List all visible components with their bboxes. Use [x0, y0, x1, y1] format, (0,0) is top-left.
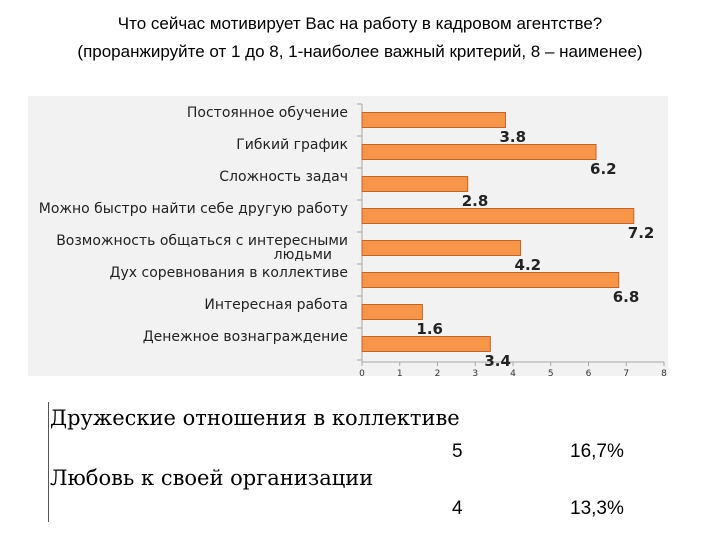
- extra-item-1-percent: 16,7%: [570, 441, 624, 462]
- bar: [361, 304, 423, 320]
- extra-item-1-count: 5: [452, 441, 463, 462]
- bar-chart: 0 1 2 3 4 5 6 7 8 Постоянное обучение 3.8 Гибкий гр…: [39, 103, 667, 379]
- category-label: Дух соревнования в коллективе: [110, 265, 348, 281]
- x-tick-label: 3: [472, 369, 478, 376]
- category-label: Денежное вознаграждение: [143, 329, 348, 345]
- x-tick-label: 7: [623, 369, 629, 376]
- bar: [361, 336, 491, 352]
- chart-title-line-2: (проранжируйте от 1 до 8, 1-наиболее важ…: [77, 42, 643, 61]
- extra-item-2-count: 4: [452, 498, 463, 519]
- data-label: 3.8: [499, 128, 526, 146]
- extra-item-2-label: Любовь к своей организации: [50, 466, 374, 490]
- data-label: 2.8: [462, 192, 489, 210]
- category-label: Сложность задач: [219, 169, 348, 185]
- data-label: 4.2: [515, 256, 542, 274]
- category-label: Интересная работа: [204, 297, 348, 313]
- category-label: Гибкий график: [236, 137, 348, 153]
- category-label: Можно быстро найти себе другую работу: [39, 201, 348, 217]
- x-tick-label: 8: [661, 369, 667, 376]
- bar: [361, 208, 635, 224]
- x-tick-label: 4: [510, 369, 516, 376]
- category-label: Возможность общаться с интересными людьми: [56, 233, 348, 263]
- data-label: 7.2: [628, 224, 655, 242]
- data-label: 6.8: [613, 288, 640, 306]
- bar: [361, 272, 620, 288]
- data-label: 3.4: [484, 352, 511, 370]
- category-label: Постоянное обучение: [187, 105, 348, 121]
- bar: [361, 240, 522, 256]
- bar: [361, 112, 506, 128]
- x-tick-label: 0: [359, 369, 365, 376]
- data-label: 6.2: [590, 160, 617, 178]
- bar: [361, 144, 597, 160]
- x-tick-label: 5: [548, 369, 554, 376]
- chart-panel: 0 1 2 3 4 5 6 7 8 Постоянное обучение 3.8 Гибкий гр…: [28, 96, 668, 379]
- data-label: 1.6: [416, 320, 443, 338]
- chart-title-line-1: Что сейчас мотивирует Вас на работу в ка…: [117, 14, 603, 33]
- left-divider-line: [48, 402, 49, 522]
- extra-item-2-percent: 13,3%: [570, 498, 624, 519]
- x-tick-label: 2: [435, 369, 441, 376]
- x-tick-label: 6: [586, 369, 592, 376]
- extra-item-1-label: Дружеские отношения в коллективе: [50, 406, 460, 430]
- bar: [361, 176, 469, 192]
- x-tick-label: 1: [397, 369, 403, 376]
